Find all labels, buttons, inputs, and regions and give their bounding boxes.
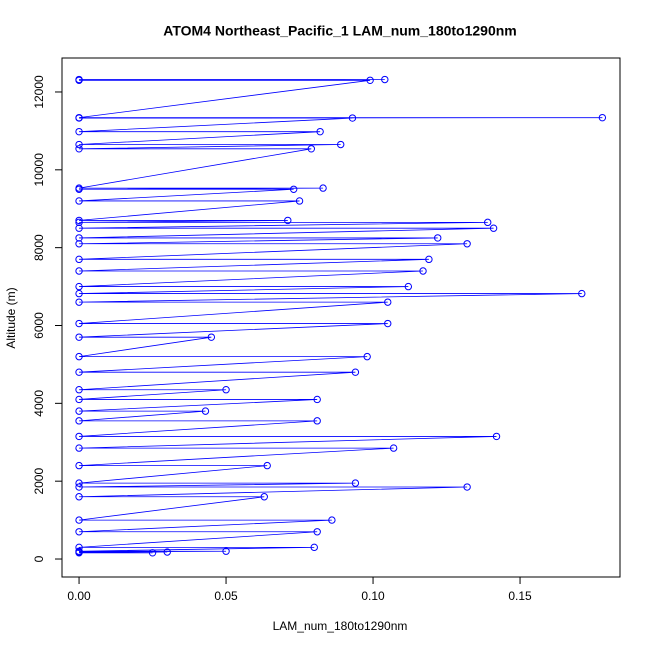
x-tick-label: 0.05 (214, 589, 238, 603)
data-point (75, 240, 83, 248)
data-point (75, 493, 83, 501)
data-point (263, 461, 271, 470)
data-point (328, 516, 336, 524)
data-point (463, 483, 471, 491)
data-point (295, 197, 304, 205)
data-line (78, 79, 603, 554)
y-tick-label: 2000 (32, 468, 46, 495)
x-tick-label: 0.10 (361, 589, 385, 603)
x-axis-label: LAM_num_180to1290nm (273, 619, 408, 633)
chart-title: ATOM4 Northeast_Pacific_1 LAM_num_180to1… (163, 23, 517, 39)
y-tick-label: 0 (32, 555, 46, 562)
data-point (598, 113, 607, 122)
x-tick-label: 0.15 (508, 589, 532, 603)
data-point (75, 432, 83, 441)
data-point (381, 75, 389, 84)
data-point (75, 224, 83, 232)
y-tick-label: 6000 (32, 312, 46, 339)
plot-frame (61, 57, 621, 578)
data-point (75, 282, 83, 291)
data-point (75, 319, 83, 328)
data-point (75, 76, 83, 85)
data-point (75, 216, 83, 225)
data-point (463, 240, 471, 248)
data-point (492, 432, 501, 441)
data-point (351, 368, 360, 376)
data-point (222, 547, 230, 555)
data-point (75, 386, 83, 394)
data-point (366, 76, 374, 85)
data-point (313, 395, 321, 404)
data-point (75, 185, 83, 193)
data-point (484, 218, 492, 227)
data-point (201, 407, 210, 415)
data-point (419, 267, 427, 275)
data-point (75, 352, 83, 361)
data-point (404, 282, 413, 291)
data-point (75, 528, 83, 536)
data-point (75, 479, 83, 487)
data-point (348, 114, 357, 122)
data-point (75, 255, 83, 264)
data-point (75, 140, 83, 149)
data-point (75, 461, 83, 470)
data-point (260, 493, 268, 501)
data-point (319, 184, 327, 192)
data-point (75, 516, 83, 524)
data-point (75, 549, 83, 557)
data-point (75, 289, 83, 298)
data-point (75, 267, 83, 275)
data-point (389, 444, 398, 452)
data-point (207, 333, 216, 341)
data-point (337, 140, 345, 149)
data-point (316, 127, 324, 136)
y-tick-label: 8000 (32, 234, 46, 261)
data-point (163, 548, 171, 556)
data-point (313, 528, 321, 536)
data-point (75, 395, 83, 404)
data-point (75, 145, 83, 153)
data-point (75, 234, 83, 242)
data-point (75, 298, 83, 306)
y-tick-label: 10000 (32, 153, 46, 187)
data-point (75, 218, 83, 227)
data-point (75, 197, 83, 205)
data-point (363, 352, 371, 361)
y-axis-label: Altitude (m) (4, 287, 18, 348)
data-point (307, 145, 316, 153)
data-point (434, 234, 442, 242)
data-point (284, 216, 292, 225)
data-point (75, 114, 83, 122)
data-point (313, 417, 321, 425)
data-point (75, 417, 83, 425)
x-tick-label: 0.00 (67, 589, 91, 603)
data-point (578, 289, 586, 298)
y-tick-label: 4000 (32, 390, 46, 417)
data-point (384, 298, 392, 306)
data-point (75, 543, 83, 552)
data-point (425, 255, 433, 264)
data-point (148, 549, 157, 557)
data-point (75, 333, 83, 341)
data-point (75, 368, 83, 376)
data-point (75, 444, 83, 452)
data-point (289, 185, 298, 193)
data-point (310, 543, 318, 552)
data-point (75, 483, 83, 491)
y-tick-label: 12000 (32, 75, 46, 109)
data-point (222, 386, 230, 394)
data-point (75, 127, 83, 136)
data-point (75, 407, 83, 415)
data-point (489, 224, 498, 232)
data-point (384, 319, 392, 328)
data-point (351, 479, 360, 487)
